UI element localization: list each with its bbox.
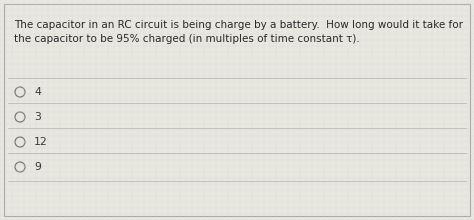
Text: the capacitor to be 95% charged (in multiples of time constant τ).: the capacitor to be 95% charged (in mult…	[14, 34, 360, 44]
Text: 9: 9	[34, 162, 41, 172]
Text: 4: 4	[34, 87, 41, 97]
Text: The capacitor in an RC circuit is being charge by a battery.  How long would it : The capacitor in an RC circuit is being …	[14, 20, 463, 30]
Text: 12: 12	[34, 137, 48, 147]
Text: 3: 3	[34, 112, 41, 122]
